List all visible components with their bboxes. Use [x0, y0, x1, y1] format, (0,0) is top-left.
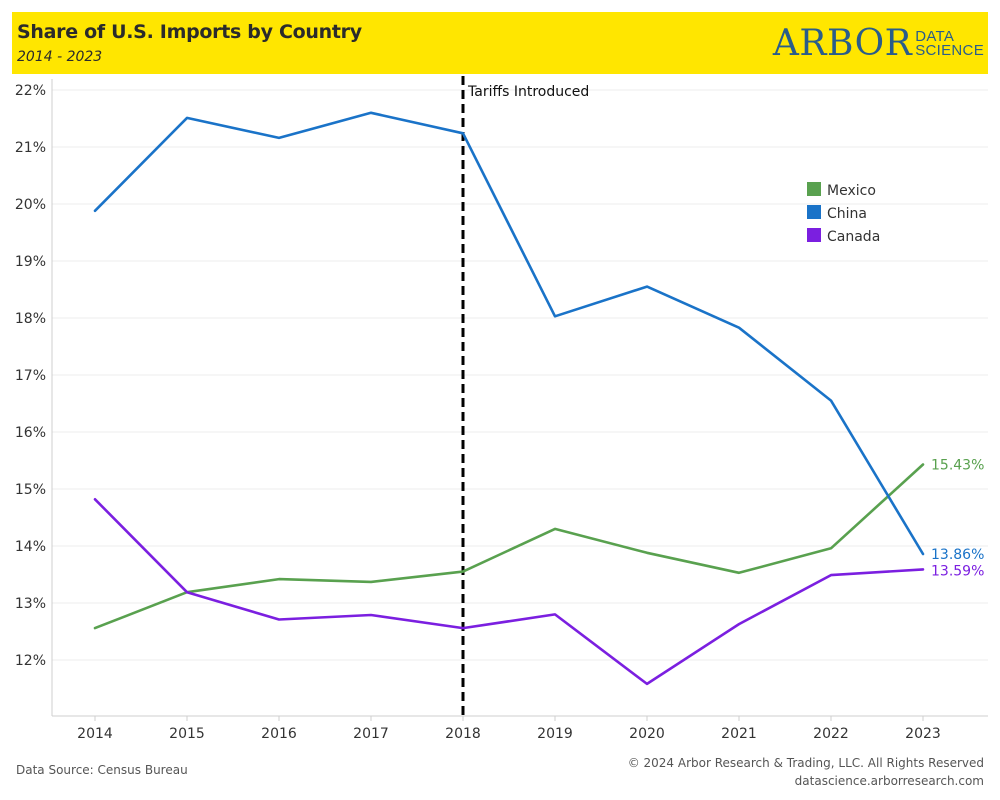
- chart-title: Share of U.S. Imports by Country: [17, 21, 362, 43]
- legend-swatch-mexico: [807, 182, 821, 196]
- logo-main-text: ARBOR: [772, 23, 913, 64]
- y-tick-label: 16%: [15, 425, 46, 441]
- copyright-block: © 2024 Arbor Research & Trading, LLC. Al…: [628, 754, 984, 790]
- x-tick-label: 2015: [169, 726, 205, 742]
- end-label-canada: 13.59%: [931, 563, 984, 579]
- series-line-canada: [93, 497, 925, 686]
- y-tick-label: 12%: [15, 653, 46, 669]
- y-tick-label: 13%: [15, 596, 46, 612]
- website-link[interactable]: datascience.arborresearch.com: [794, 774, 984, 788]
- y-tick-label: 21%: [15, 140, 46, 156]
- y-tick-label: 20%: [15, 197, 46, 213]
- y-tick-label: 15%: [15, 482, 46, 498]
- y-tick-label: 14%: [15, 539, 46, 555]
- x-tick-label: 2014: [77, 726, 113, 742]
- arbor-logo: ARBOR DATA SCIENCE: [773, 24, 984, 64]
- logo-sub-data: DATA: [915, 28, 955, 45]
- copyright-text: © 2024 Arbor Research & Trading, LLC. Al…: [627, 756, 984, 770]
- series-line-mexico: [93, 463, 925, 630]
- y-tick-label: 19%: [15, 254, 46, 270]
- x-tick-label: 2023: [905, 726, 941, 742]
- x-tick-label: 2016: [261, 726, 297, 742]
- end-label-mexico: 15.43%: [931, 457, 984, 473]
- x-tick-label: 2020: [629, 726, 665, 742]
- x-tick-label: 2017: [353, 726, 389, 742]
- series-line-china: [93, 111, 925, 556]
- legend-label-mexico: Mexico: [827, 183, 876, 199]
- x-tick-label: 2022: [813, 726, 849, 742]
- legend-label-canada: Canada: [827, 229, 880, 245]
- end-label-china: 13.86%: [931, 547, 984, 563]
- legend-swatch-china: [807, 205, 821, 219]
- x-tick-label: 2021: [721, 726, 757, 742]
- chart-subtitle: 2014 - 2023: [17, 49, 103, 65]
- logo-sub-text: DATA SCIENCE: [915, 28, 984, 59]
- y-tick-label: 22%: [15, 83, 46, 99]
- y-tick-label: 17%: [15, 368, 46, 384]
- logo-sub-science: SCIENCE: [915, 42, 984, 59]
- x-tick-label: 2018: [445, 726, 481, 742]
- legend-label-china: China: [827, 206, 867, 222]
- y-tick-label: 18%: [15, 311, 46, 327]
- legend-swatch-canada: [807, 228, 821, 242]
- data-source: Data Source: Census Bureau: [16, 763, 188, 777]
- header-banner: Share of U.S. Imports by Country 2014 - …: [12, 12, 988, 74]
- x-tick-label: 2019: [537, 726, 573, 742]
- tariffs-annotation-label: Tariffs Introduced: [467, 84, 589, 100]
